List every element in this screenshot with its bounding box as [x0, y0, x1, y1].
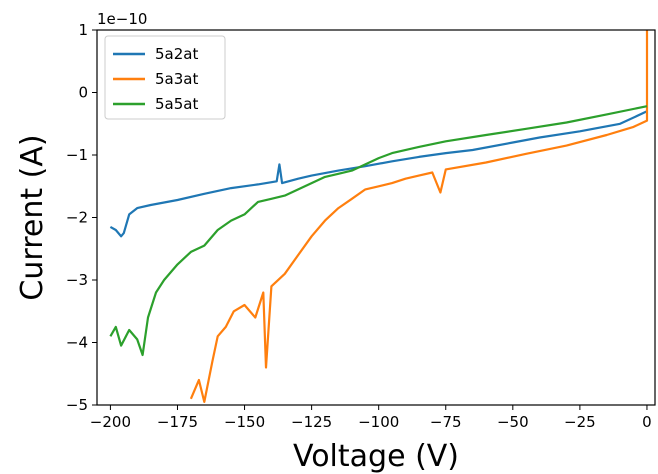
- y-tick-label: −4: [66, 334, 88, 352]
- series-lines: [109, 30, 649, 403]
- y-tick-label: −5: [66, 396, 88, 414]
- y-tick-label: −3: [66, 271, 88, 289]
- x-tick-label: −200: [90, 413, 131, 431]
- x-tick-label: −125: [291, 413, 332, 431]
- x-tick-label: −50: [497, 413, 529, 431]
- x-tick-label: −25: [564, 413, 596, 431]
- legend-box: [104, 35, 226, 120]
- plot-frame: [96, 29, 656, 406]
- y-tick-label: 1: [78, 21, 88, 39]
- x-tick-label: −175: [157, 413, 198, 431]
- legend-label: 5a2at: [155, 45, 198, 63]
- x-axis-ticks: −200 −175 −150 −125 −100 −75 −50 −25 0: [90, 405, 652, 431]
- series-line-5a3at: [189, 30, 649, 403]
- x-tick-label: 0: [642, 413, 652, 431]
- y-offset-label: 1e−10: [97, 10, 147, 28]
- y-tick-label: −2: [66, 209, 88, 227]
- legend-label: 5a5at: [155, 95, 198, 113]
- series-line-5a5at: [109, 105, 648, 357]
- x-tick-label: −100: [358, 413, 399, 431]
- y-axis-ticks: 1 0 −1 −2 −3 −4 −5: [66, 21, 97, 414]
- x-tick-label: −150: [224, 413, 265, 431]
- x-axis-title: Voltage (V): [293, 439, 459, 474]
- y-tick-label: 0: [78, 84, 88, 102]
- y-tick-label: −1: [66, 146, 88, 164]
- x-tick-label: −75: [430, 413, 462, 431]
- legend: 5a2at 5a3at 5a5at: [104, 35, 226, 120]
- legend-label: 5a3at: [155, 70, 198, 88]
- y-axis-title: Current (A): [15, 134, 50, 300]
- series-line-5a2at: [109, 110, 648, 238]
